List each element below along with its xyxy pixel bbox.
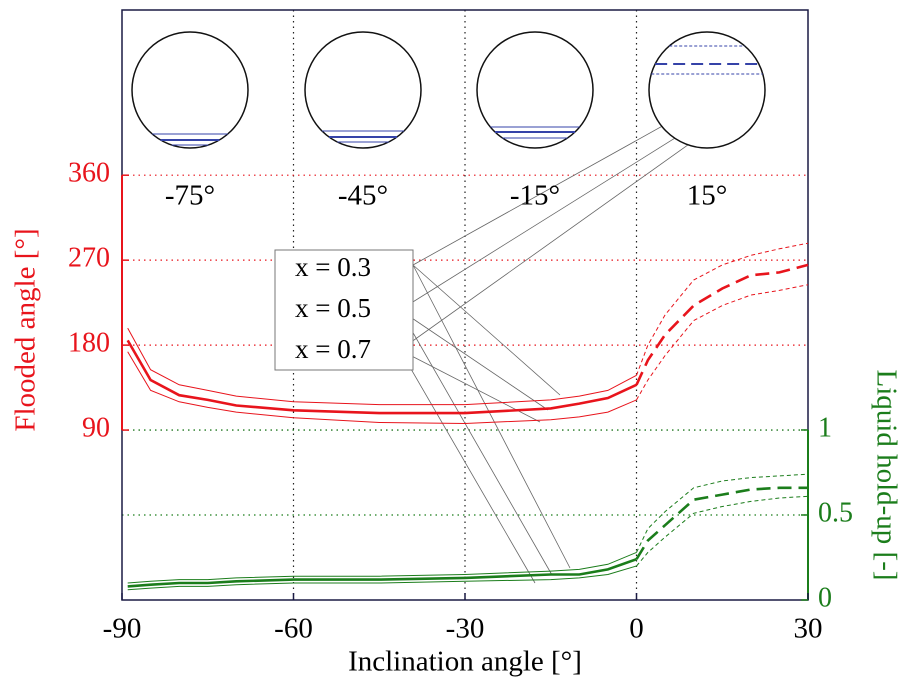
leader-line xyxy=(412,264,561,396)
inset-label: -75° xyxy=(165,180,215,212)
x-tick-label: -30 xyxy=(446,613,485,645)
x-tick-label: -90 xyxy=(103,613,142,645)
leader-line xyxy=(399,309,553,576)
y-tick-label: 360 xyxy=(68,158,110,189)
inset-circle xyxy=(304,31,422,149)
series-line xyxy=(636,473,809,553)
series-line xyxy=(635,486,808,560)
inset-circle xyxy=(476,31,594,149)
x-axis-label: Inclination angle [°] xyxy=(348,646,582,678)
y-tick-label: 180 xyxy=(68,328,110,359)
series-line xyxy=(127,551,637,584)
series-line xyxy=(636,495,809,567)
y2-tick-label: 0 xyxy=(818,582,832,613)
x-tick-label: 30 xyxy=(794,613,823,645)
leader-line xyxy=(412,264,571,569)
series-line xyxy=(127,351,637,425)
series-line xyxy=(126,339,638,415)
series-line xyxy=(636,284,809,401)
annotation: x = 0.3 xyxy=(295,252,371,282)
y-tick-label: 90 xyxy=(82,413,110,444)
annotation-box xyxy=(274,249,414,371)
y2-axis-label: Liquid hold-up [-] xyxy=(870,369,902,580)
y2-tick-label: 1 xyxy=(818,412,832,443)
y-tick-label: 270 xyxy=(68,243,110,274)
inset-label: -45° xyxy=(338,180,388,212)
x-tick-label: -60 xyxy=(274,613,313,645)
series-line xyxy=(635,263,809,386)
annotation: x = 0.5 xyxy=(295,293,371,323)
leader-line xyxy=(399,309,549,411)
inset-label: -15° xyxy=(510,180,560,212)
x-tick-label: 0 xyxy=(629,613,644,645)
leader-line xyxy=(399,349,536,584)
y-axis-label: Flooded angle [°] xyxy=(10,228,42,431)
inset-circle xyxy=(648,31,766,149)
inset-circle xyxy=(131,31,249,149)
y2-tick-label: 0.5 xyxy=(818,497,853,528)
annotation: x = 0.7 xyxy=(295,334,371,364)
series-line xyxy=(127,557,637,588)
series-line xyxy=(127,565,637,591)
series-line xyxy=(127,327,637,406)
series-line xyxy=(636,242,809,376)
leader-lines xyxy=(399,79,766,584)
inset-label: 15° xyxy=(687,180,728,212)
